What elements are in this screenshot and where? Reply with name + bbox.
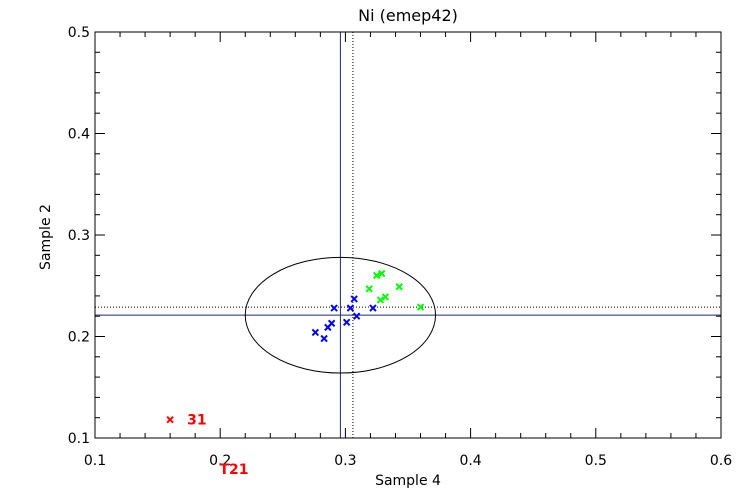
data-point xyxy=(327,319,336,328)
x-axis-title: Sample 4 xyxy=(375,473,441,489)
point-stroke xyxy=(378,269,386,278)
point-stroke xyxy=(376,296,385,304)
data-point xyxy=(381,293,390,301)
point-stroke xyxy=(320,334,328,343)
x-tick-label: 0.1 xyxy=(84,453,106,469)
point-stroke xyxy=(350,295,358,303)
point-stroke xyxy=(369,304,377,312)
point-stroke xyxy=(166,416,174,424)
point-stroke xyxy=(330,304,338,312)
y-axis-title: Sample 2 xyxy=(38,204,54,270)
data-point xyxy=(320,334,328,343)
data-point xyxy=(342,318,351,326)
point-stroke xyxy=(372,271,381,280)
data-point xyxy=(311,328,320,337)
data-point xyxy=(395,283,403,291)
x-tick-label: 0.5 xyxy=(585,453,607,469)
data-point xyxy=(350,295,358,303)
y-tick-label: 0.1 xyxy=(68,431,90,447)
data-point xyxy=(166,416,174,424)
data-point xyxy=(346,304,355,312)
data-point xyxy=(378,269,386,278)
x-tick-label: 0.4 xyxy=(459,453,481,469)
y-tick-label: 0.5 xyxy=(68,25,90,41)
point-stroke xyxy=(416,303,425,311)
point-label: 31 xyxy=(187,413,206,429)
data-point xyxy=(376,296,385,304)
y-tick-label: 0.4 xyxy=(68,127,90,143)
y-tick-label: 0.2 xyxy=(68,330,90,346)
data-point xyxy=(369,304,377,312)
point-stroke xyxy=(365,285,373,293)
axis-ticks xyxy=(94,31,722,439)
x-tick-label: 0.6 xyxy=(710,453,732,469)
point-stroke xyxy=(311,328,320,337)
y-tick-label: 0.3 xyxy=(68,228,90,244)
reference-lines xyxy=(95,32,721,438)
point-stroke xyxy=(342,318,351,326)
plot-frame xyxy=(94,31,722,439)
x-tick-label: 0.3 xyxy=(334,453,356,469)
point-stroke xyxy=(346,304,355,312)
data-points: 31 xyxy=(166,269,425,429)
annotation-t21: T21 xyxy=(219,462,248,478)
point-stroke xyxy=(381,293,390,301)
data-point xyxy=(416,303,425,311)
point-stroke xyxy=(352,312,361,320)
tick-labels: 0.1 0.2 0.3 0.4 0.5 0.6 0.1 0.2 0.3 0.4 0.5 xyxy=(68,25,732,469)
data-point xyxy=(372,271,381,280)
chart-title: Ni (emep42) xyxy=(358,6,458,25)
data-point xyxy=(330,304,338,312)
x-tick-label: 0.2 xyxy=(209,453,231,469)
data-point xyxy=(352,312,361,320)
data-point xyxy=(365,285,373,293)
point-stroke xyxy=(395,283,403,291)
point-stroke xyxy=(327,319,336,328)
confidence-ellipse xyxy=(244,256,437,374)
